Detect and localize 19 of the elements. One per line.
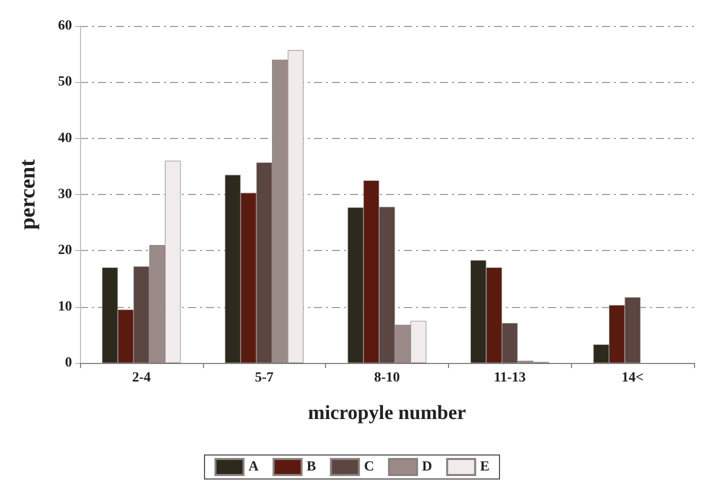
y-tick-label: 20 bbox=[58, 243, 72, 258]
y-tick-label: 30 bbox=[58, 187, 72, 202]
y-tick-label: 60 bbox=[58, 18, 72, 34]
legend-label: E bbox=[480, 460, 490, 474]
x-axis-title: micropyle number bbox=[308, 402, 466, 424]
legend-label: C bbox=[364, 460, 374, 474]
y-tick-label: 40 bbox=[58, 130, 72, 146]
y-axis-title: percent bbox=[14, 158, 40, 230]
x-tick-label: 14< bbox=[622, 370, 644, 386]
x-tick-label: 2-4 bbox=[132, 370, 151, 386]
legend-label: B bbox=[306, 460, 316, 474]
x-tick-label: 5-7 bbox=[254, 370, 274, 386]
legend-label: D bbox=[422, 460, 432, 474]
x-tick-label: 11-13 bbox=[494, 370, 526, 386]
x-tick-label: 8-10 bbox=[374, 370, 400, 386]
y-tick-label: 50 bbox=[58, 74, 72, 90]
legend-label: A bbox=[248, 460, 260, 474]
y-tick-label: 0 bbox=[65, 356, 72, 370]
y-tick-label: 10 bbox=[58, 299, 72, 314]
